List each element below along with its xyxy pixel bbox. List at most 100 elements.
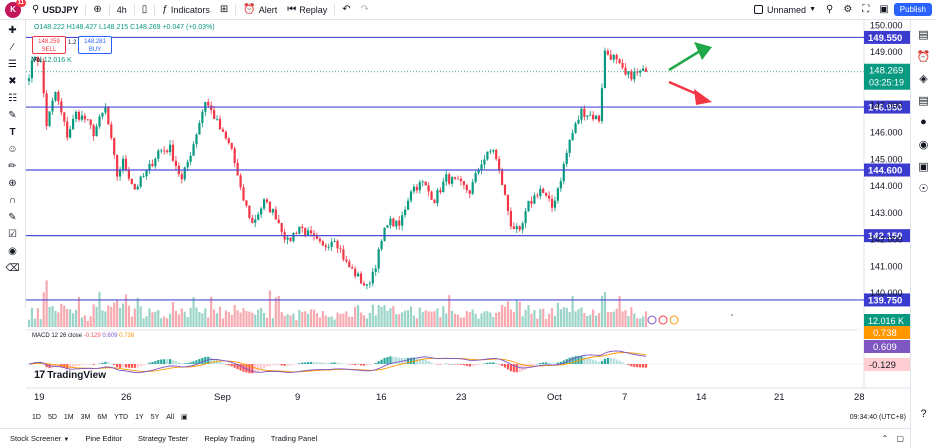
horizontal-lines-tool[interactable]: ☰ [2,56,24,73]
timeframe-3m[interactable]: 3M [80,413,91,421]
chart-type-button[interactable]: ▯ [137,0,153,20]
volume-bar [342,313,345,327]
calendar-button[interactable]: ▣ [914,156,934,176]
candle-body [186,161,189,168]
news-button[interactable]: ▤ [914,90,934,110]
timeframe-6m[interactable]: 6M [97,413,108,421]
volume-bar [592,309,595,327]
patterns-tool[interactable]: ☷ [2,90,24,107]
volume-bar [545,318,548,327]
candle-body [166,150,169,153]
settings-button[interactable]: ⚙ [838,0,857,20]
timeframe-5d[interactable]: 5D [47,413,57,421]
sell-button[interactable]: 148.259 SELL [32,36,66,54]
interval-button[interactable]: 4h [112,0,132,20]
volume-bar [377,305,380,327]
candle-body [536,195,539,197]
candle-body [230,142,233,149]
object-tree-button[interactable]: ◈ [914,68,934,88]
macd-histogram-bar [157,360,160,364]
candle-body [606,50,609,55]
macd-histogram-bar [186,362,189,364]
candle-body [80,115,83,120]
candle-body [63,112,66,122]
volume-bar [233,305,236,327]
trash-tool[interactable]: ⌫ [2,260,24,277]
calendar-icon: ▣ [918,160,929,173]
candle-body [465,184,468,191]
pitchfork-tool[interactable]: ✖ [2,73,24,90]
indicators-button[interactable]: ƒ Indicators [157,0,215,20]
templates-button[interactable]: ⊞ [215,0,233,20]
tab-stock-screener[interactable]: Stock Screener ▼ [10,434,69,443]
tab-trading-panel[interactable]: Trading Panel [270,434,318,443]
date-range-icon[interactable]: ▣ [181,414,188,421]
undo-button[interactable]: ↶ [337,0,355,20]
symbol-search[interactable]: ⚲ USDJPY [27,0,83,20]
alerts-panel-button[interactable]: ⏰ [914,46,934,66]
brush-tool[interactable]: ✎ [2,107,24,124]
volume-bar [383,305,386,327]
chart-area[interactable]: 149.550 146.950 144.600 142.150 139.750 150.0… [26,20,910,408]
signal-button[interactable]: ☉ [914,178,934,198]
text-tool[interactable]: T [2,124,24,141]
hide-tool[interactable]: ◉ [2,243,24,260]
volume-bar [492,317,495,327]
maximize-panel-button[interactable]: ⌃ ▢ [882,434,905,443]
emoji-tool[interactable]: ☺ [2,141,24,158]
timeframe-5y[interactable]: 5Y [150,413,160,421]
tradingview-logo[interactable]: 17 TradingView [34,369,106,381]
volume-bar [121,303,125,327]
zoom-tool[interactable]: ⊕ [2,175,24,192]
clock[interactable]: 09:34:40 (UTC+8) [849,413,906,421]
alert-button[interactable]: ⏰ Alert [238,0,282,20]
timeframe-1d[interactable]: 1D [32,413,41,421]
timeframe-1y[interactable]: 1Y [135,413,144,421]
volume-bar [530,313,533,327]
timeframe-ytd[interactable]: YTD [114,413,129,421]
timeframe-all[interactable]: All [166,413,175,421]
chart-canvas[interactable]: 149.550 146.950 144.600 142.150 139.750 150.0… [26,20,910,408]
volume-bar [113,302,116,327]
watchlist-button[interactable]: ▤ [914,24,934,44]
lock-tool[interactable]: ☑ [2,226,24,243]
user-avatar[interactable]: K 11 [5,0,26,18]
fullscreen-button[interactable]: ⛶ [857,0,874,20]
replay-button[interactable]: ⏮ Replay [282,0,332,20]
candle-body [468,190,471,194]
time-axis-label: Sep [214,392,231,403]
volume-bar [80,317,83,327]
volume-bar [77,296,81,327]
candle-body [151,163,154,167]
price-axis-label: 147.000 [870,101,903,111]
trend-line-tool[interactable]: ∕ [2,39,24,56]
macd-histogram-bar [307,362,310,364]
magnet-tool[interactable]: ∩ [2,192,24,209]
tab-strategy-tester[interactable]: Strategy Tester [138,434,189,443]
layout-selector[interactable]: Unnamed ▼ [749,0,821,20]
macd-histogram-bar [642,364,645,368]
quick-search-button[interactable]: ⚲ [821,0,838,20]
buy-button[interactable]: 148.281 BUY [78,36,112,54]
compare-button[interactable]: ⊕ [88,0,106,20]
redo-button[interactable]: ↷ [356,0,374,20]
crosshair-tool[interactable]: ✚ [2,22,24,39]
macd-histogram-bar [198,359,201,364]
publish-button[interactable]: Publish [893,3,932,16]
candle-body [503,184,507,195]
help-button[interactable]: ? [914,404,934,424]
volume-bar [189,307,192,327]
ideas-button[interactable]: ● [914,112,934,132]
arrow-up-shaft [668,49,701,72]
candle-body [77,111,81,120]
ruler-tool[interactable]: ✏ [2,158,24,175]
timeframe-1m[interactable]: 1M [63,413,74,421]
tab-replay-trading[interactable]: Replay Trading [204,434,255,443]
volume-bar [268,290,272,327]
arrow-up-head [694,42,712,60]
chat-icon: ◉ [918,138,929,151]
stay-drawing-tool[interactable]: ✎ [2,209,24,226]
tab-pine-editor[interactable]: Pine Editor [85,434,123,443]
snapshot-button[interactable]: ▣ [874,0,893,20]
chat-button[interactable]: ◉ [914,134,934,154]
